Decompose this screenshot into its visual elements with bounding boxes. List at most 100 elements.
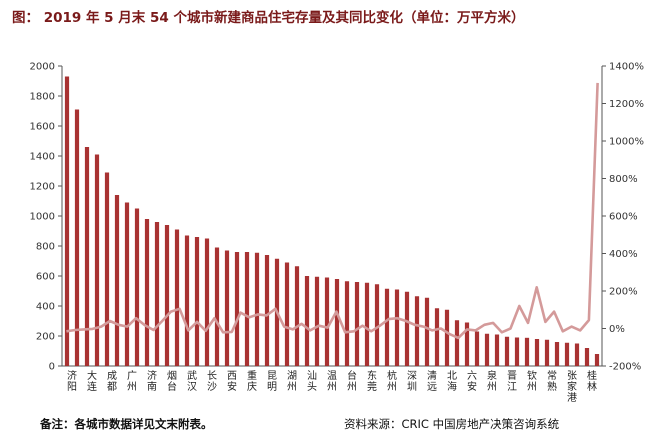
bar xyxy=(424,297,430,366)
x-tick-label: 六安 xyxy=(467,370,477,393)
bar xyxy=(244,252,250,366)
x-tick-label: 湖州 xyxy=(287,370,297,393)
right-tick-label: 800% xyxy=(609,174,638,185)
x-tick-label: 北海 xyxy=(447,370,457,393)
x-tick-label: 泉州 xyxy=(487,369,497,393)
bar xyxy=(574,343,580,366)
x-tick-label: 济南 xyxy=(147,369,157,393)
right-tick-label: 1200% xyxy=(609,99,644,110)
bar xyxy=(464,322,470,366)
bar xyxy=(194,237,200,366)
bar xyxy=(414,296,420,366)
bar xyxy=(504,336,510,366)
bar xyxy=(124,202,130,366)
bar xyxy=(394,289,400,366)
bar xyxy=(524,337,530,366)
bar xyxy=(484,333,490,366)
right-tick-label: -200% xyxy=(609,362,641,373)
x-tick-label: 昆明 xyxy=(267,370,277,393)
left-tick-label: 400 xyxy=(36,302,55,313)
x-tick-label: 武汉 xyxy=(187,369,197,393)
bar xyxy=(454,320,460,366)
bar xyxy=(314,276,320,366)
left-tick-label: 2000 xyxy=(30,62,55,73)
left-tick-label: 0 xyxy=(49,362,55,373)
bar xyxy=(434,308,440,366)
bar xyxy=(564,342,570,366)
x-tick-label: 东莞 xyxy=(367,369,377,393)
x-tick-label: 广州 xyxy=(127,370,137,393)
x-tick-label: 济阳 xyxy=(67,369,77,393)
bar xyxy=(214,247,220,366)
bar xyxy=(164,225,170,366)
bar xyxy=(334,279,340,366)
left-tick-label: 1400 xyxy=(30,152,55,163)
source-note: 资料来源：CRIC 中国房地产决策咨询系统 xyxy=(344,417,560,431)
bar xyxy=(294,266,300,366)
bar xyxy=(474,331,480,366)
x-tick-label: 杭州 xyxy=(387,369,397,393)
bar xyxy=(584,348,590,366)
bar xyxy=(594,354,600,366)
x-tick-label: 西安 xyxy=(227,371,237,393)
right-tick-label: 200% xyxy=(609,287,638,298)
x-tick-label: 晋江 xyxy=(507,370,517,393)
bar xyxy=(554,342,560,366)
x-tick-label: 烟台 xyxy=(167,369,177,393)
right-tick-label: 400% xyxy=(609,249,638,260)
x-tick-label: 成都 xyxy=(107,370,117,393)
bar xyxy=(254,252,260,366)
bar xyxy=(184,235,190,366)
bar xyxy=(304,276,310,366)
bar xyxy=(374,284,380,366)
bar xyxy=(354,282,360,366)
bar xyxy=(104,172,110,366)
chart-title: 图： 2019 年 5 月末 54 个城市新建商品住宅存量及其同比变化（单位：万… xyxy=(12,10,525,26)
bar xyxy=(204,238,210,366)
footnote: 备注：各城市数据详见文末附表。 xyxy=(40,417,213,431)
bar xyxy=(364,282,370,366)
bar xyxy=(134,208,140,366)
left-tick-label: 1800 xyxy=(30,92,55,103)
left-tick-label: 1200 xyxy=(30,182,55,193)
bar xyxy=(344,281,350,366)
x-tick-label: 汕头 xyxy=(307,370,317,393)
bar xyxy=(534,339,540,366)
x-tick-label: 深圳 xyxy=(407,370,417,393)
x-tick-label: 温州 xyxy=(327,370,337,393)
x-tick-label: 长沙 xyxy=(207,370,217,393)
right-tick-label: 600% xyxy=(609,212,638,223)
bar xyxy=(144,219,150,366)
bar xyxy=(324,277,330,366)
bar xyxy=(64,76,70,366)
x-tick-label: 台州 xyxy=(347,369,357,393)
bar xyxy=(404,291,410,366)
x-tick-label: 常熟 xyxy=(547,369,557,393)
left-tick-label: 800 xyxy=(36,242,55,253)
bar xyxy=(284,262,290,366)
bar xyxy=(114,195,120,366)
x-tick-label: 重庆 xyxy=(247,369,257,393)
left-tick-label: 1600 xyxy=(30,122,55,133)
bar xyxy=(94,154,100,366)
left-tick-label: 1000 xyxy=(30,212,55,223)
x-tick-label: 大连 xyxy=(87,369,97,393)
bar xyxy=(264,255,270,366)
bar xyxy=(154,222,160,366)
right-tick-label: 1000% xyxy=(609,137,644,148)
x-tick-label: 清远 xyxy=(427,369,437,393)
bar xyxy=(494,334,500,366)
bar xyxy=(174,229,180,366)
bar xyxy=(444,309,450,366)
x-tick-label: 张家港 xyxy=(567,370,577,404)
bar xyxy=(84,147,90,366)
bar xyxy=(234,252,240,366)
x-tick-label: 钦州 xyxy=(527,370,537,393)
bar xyxy=(74,109,80,366)
right-tick-label: 1400% xyxy=(609,62,644,73)
bar xyxy=(544,339,550,366)
bar xyxy=(224,250,230,366)
right-tick-label: 0% xyxy=(609,324,625,335)
left-tick-label: 600 xyxy=(36,272,55,283)
